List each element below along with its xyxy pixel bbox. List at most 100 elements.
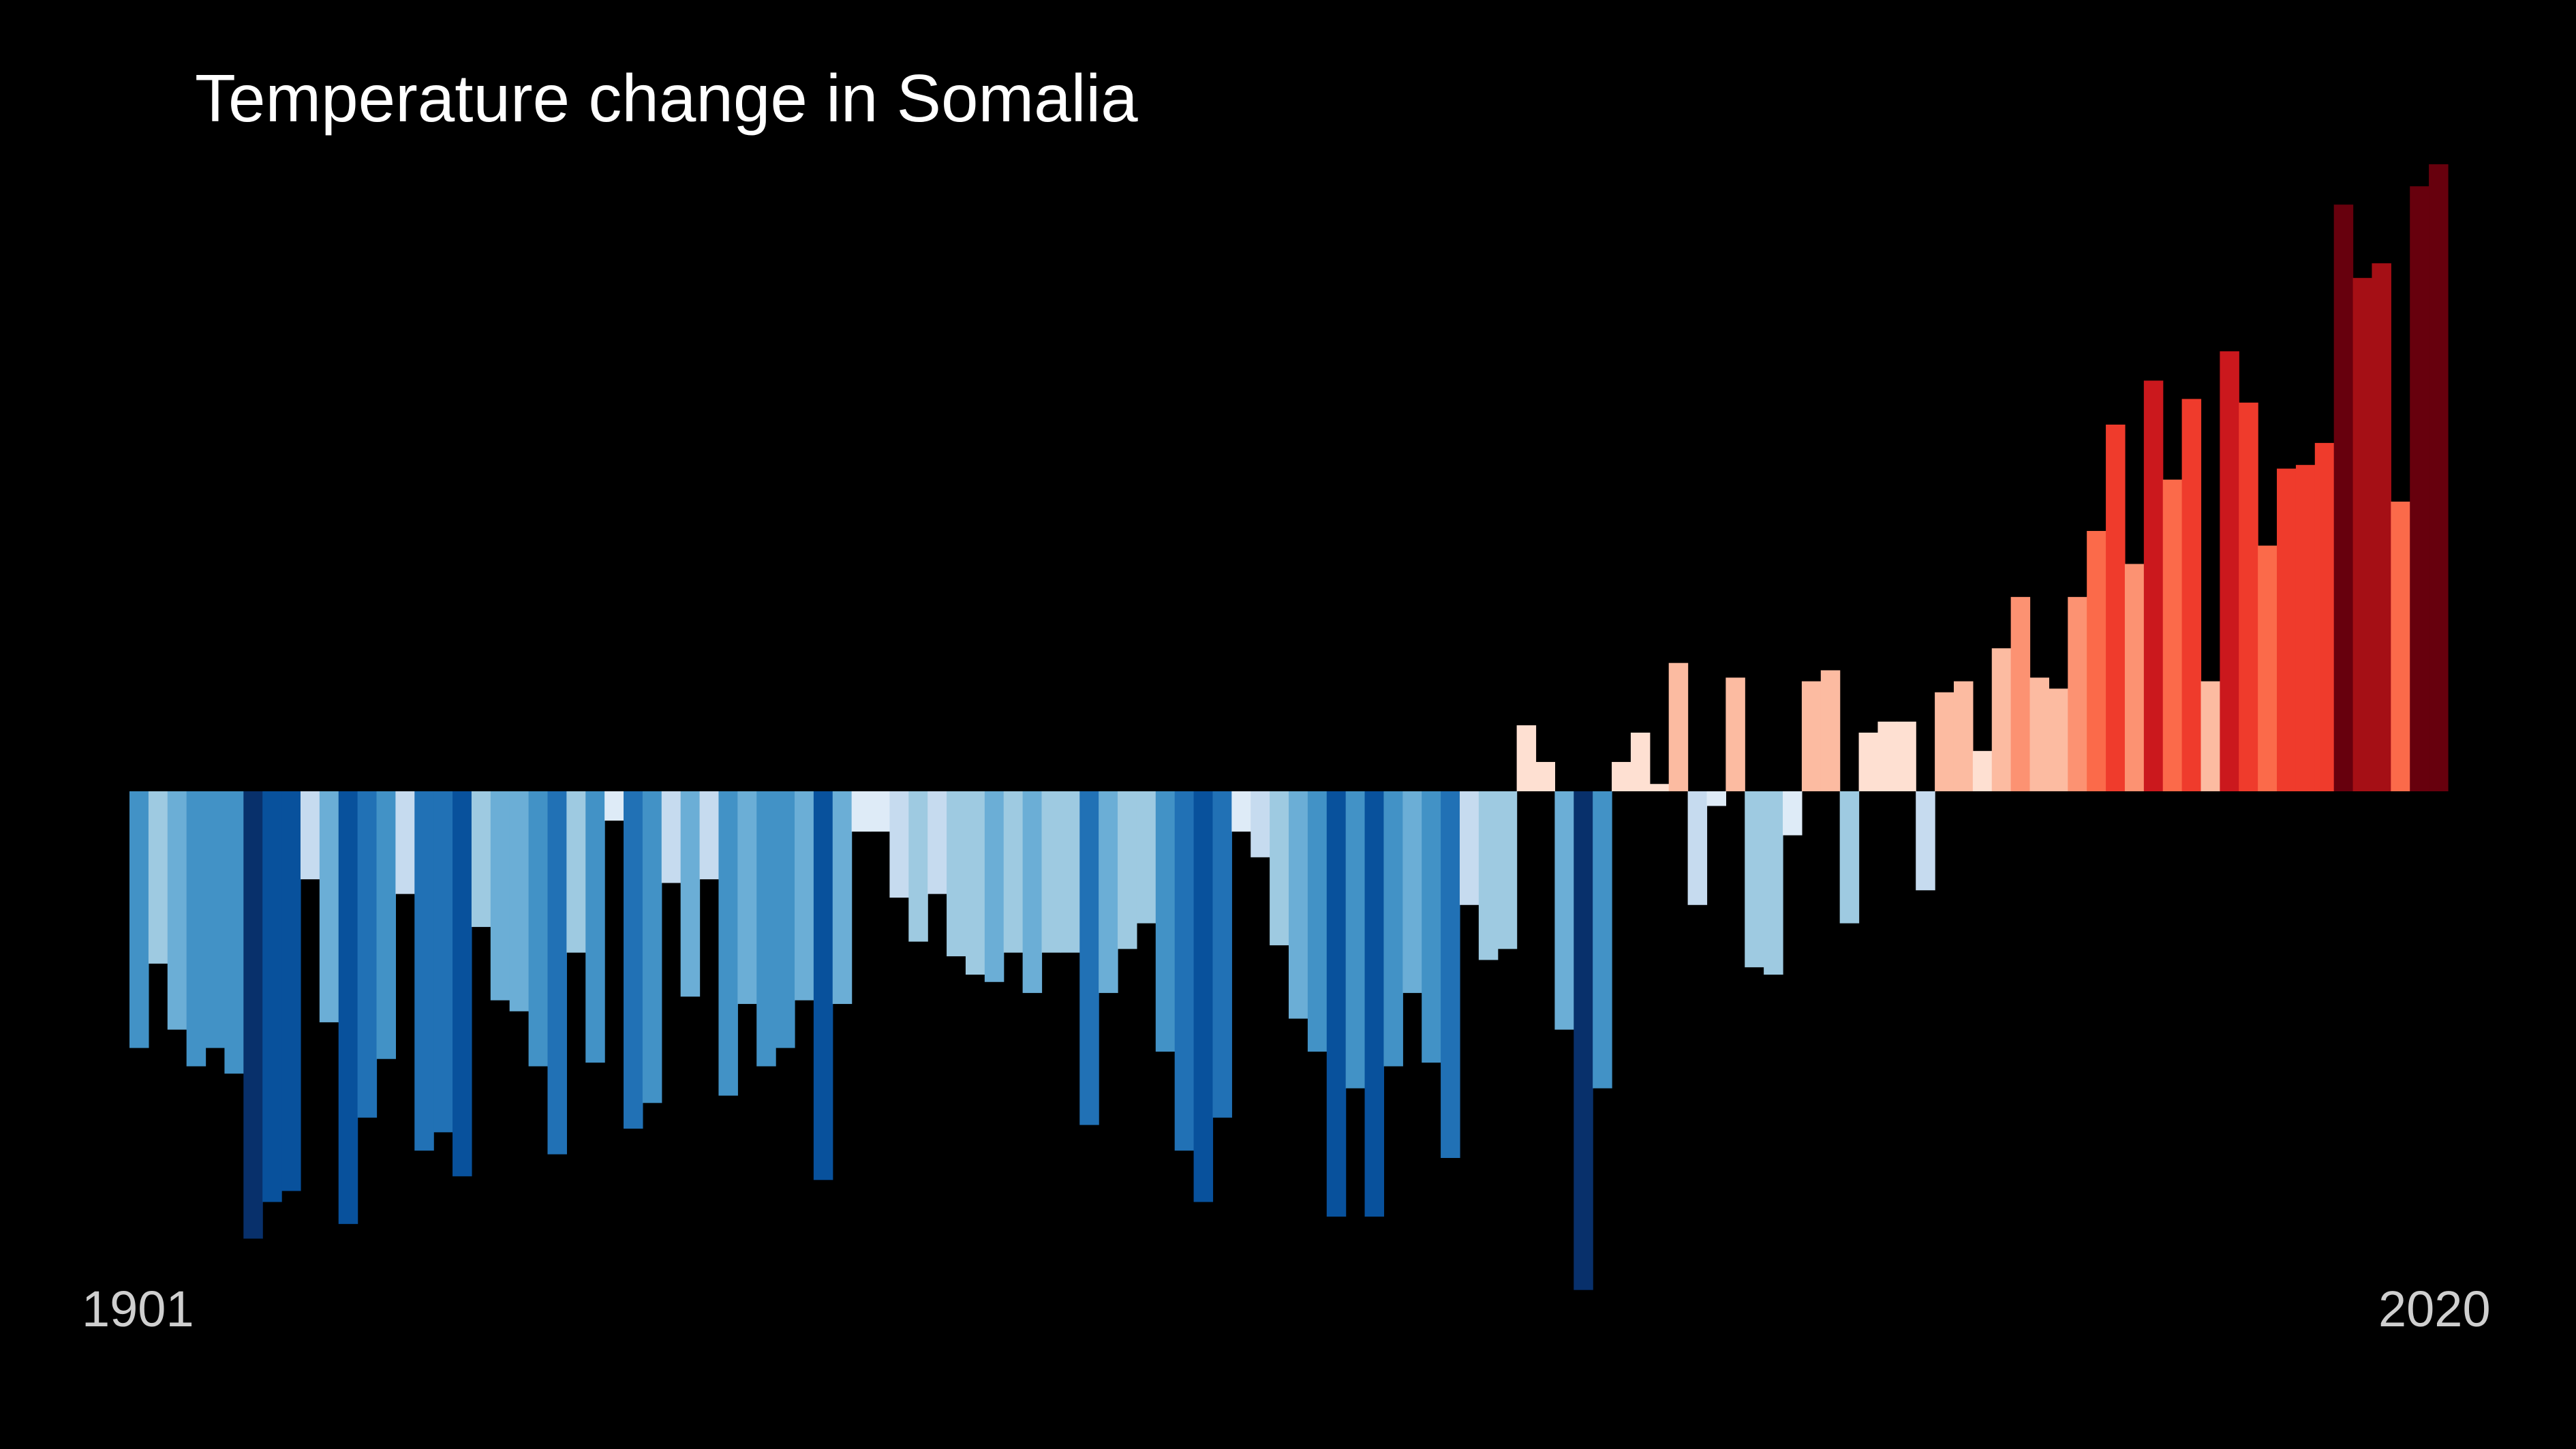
bar-2010 — [2201, 681, 2220, 791]
bar-1941 — [889, 791, 909, 898]
bar-1991 — [1839, 791, 1860, 924]
bar-1970 — [1441, 791, 1460, 1158]
bar-2006 — [2124, 564, 2145, 791]
bar-1924 — [566, 791, 586, 953]
bar-1972 — [1478, 791, 1499, 960]
bar-1965 — [1345, 791, 1366, 1088]
bar-2009 — [2181, 399, 2202, 791]
bar-1944 — [947, 791, 966, 957]
bar-1949 — [1041, 791, 1061, 953]
bar-1993 — [1877, 721, 1897, 791]
bar-2002 — [2049, 688, 2068, 791]
bar-1942 — [908, 791, 928, 942]
bar-2021 — [2410, 186, 2429, 791]
bar-1905 — [205, 791, 226, 1048]
bar-1956 — [1174, 791, 1195, 1151]
bar-1997 — [1953, 681, 1974, 791]
bar-1931 — [699, 791, 720, 880]
bar-1927 — [624, 791, 643, 1129]
bar-1986 — [1745, 791, 1764, 968]
bar-1952 — [1099, 791, 1118, 993]
bar-1909 — [281, 791, 301, 1191]
bar-1936 — [794, 791, 814, 1001]
chart-title: Temperature change in Somalia — [195, 61, 1138, 136]
bar-1907 — [243, 791, 263, 1239]
bar-1918 — [453, 791, 472, 1176]
bar-1935 — [776, 791, 795, 1048]
bar-2011 — [2220, 351, 2239, 791]
bar-1957 — [1193, 791, 1214, 1202]
bar-1913 — [357, 791, 378, 1118]
bar-1914 — [376, 791, 396, 1059]
start-year-label: 1901 — [82, 1281, 194, 1337]
bar-1989 — [1801, 681, 1822, 791]
end-year-label: 2020 — [2378, 1281, 2491, 1337]
bar-1939 — [851, 791, 872, 832]
bar-1990 — [1820, 670, 1841, 791]
bar-1978 — [1593, 791, 1612, 1088]
bar-1923 — [547, 791, 567, 1155]
bar-1946 — [984, 791, 1005, 982]
bar-1948 — [1022, 791, 1043, 993]
bar-2017 — [2333, 204, 2354, 791]
bar-1937 — [813, 791, 833, 1180]
bar-2015 — [2295, 465, 2316, 791]
bar-1958 — [1212, 791, 1232, 1118]
bar-1938 — [832, 791, 853, 1005]
bar-1981 — [1649, 784, 1670, 791]
bar-2000 — [2010, 596, 2031, 791]
bar-1980 — [1630, 732, 1651, 791]
bar-1998 — [1972, 750, 1993, 791]
bar-2001 — [2029, 677, 2050, 791]
temperature-bars — [129, 164, 2449, 1290]
bar-1979 — [1612, 761, 1631, 791]
bar-1904 — [186, 791, 206, 1067]
bar-1960 — [1251, 791, 1270, 857]
bar-1902 — [148, 791, 168, 964]
bar-1926 — [604, 791, 624, 821]
bar-2016 — [2314, 442, 2335, 791]
bar-1929 — [661, 791, 681, 883]
bar-1906 — [224, 791, 244, 1074]
bar-1950 — [1060, 791, 1080, 953]
bar-2007 — [2143, 380, 2164, 791]
bar-1940 — [870, 791, 891, 832]
bar-1951 — [1079, 791, 1099, 1125]
bar-1992 — [1858, 732, 1879, 791]
bar-1925 — [585, 791, 605, 1063]
bar-1943 — [927, 791, 947, 894]
bar-1969 — [1422, 791, 1441, 1063]
bar-2004 — [2087, 531, 2106, 791]
bar-1999 — [1991, 648, 2012, 791]
bar-2020 — [2391, 501, 2410, 791]
bar-1985 — [1726, 677, 1745, 791]
bar-1901 — [129, 791, 149, 1048]
bar-1963 — [1307, 791, 1328, 1052]
bar-1955 — [1155, 791, 1176, 1052]
bar-1959 — [1231, 791, 1251, 832]
bar-1915 — [395, 791, 415, 894]
bar-1967 — [1383, 791, 1403, 1067]
bar-1961 — [1270, 791, 1289, 945]
bar-1996 — [1935, 692, 1954, 791]
bar-1910 — [300, 791, 320, 880]
bar-1916 — [414, 791, 434, 1151]
bar-2005 — [2106, 425, 2126, 791]
bar-1977 — [1574, 791, 1593, 1290]
bar-1933 — [737, 791, 757, 1005]
bar-1930 — [680, 791, 701, 997]
bar-2019 — [2372, 263, 2391, 791]
bar-2012 — [2239, 402, 2258, 791]
bar-1983 — [1687, 791, 1708, 905]
bar-1995 — [1916, 791, 1935, 891]
bar-1976 — [1554, 791, 1574, 1030]
bar-2022 — [2429, 164, 2449, 791]
bar-1987 — [1764, 791, 1783, 975]
bar-1920 — [490, 791, 510, 1001]
bar-1908 — [262, 791, 282, 1202]
bar-1945 — [965, 791, 985, 975]
bar-1968 — [1402, 791, 1422, 993]
bar-1932 — [718, 791, 738, 1096]
bar-1928 — [642, 791, 662, 1103]
